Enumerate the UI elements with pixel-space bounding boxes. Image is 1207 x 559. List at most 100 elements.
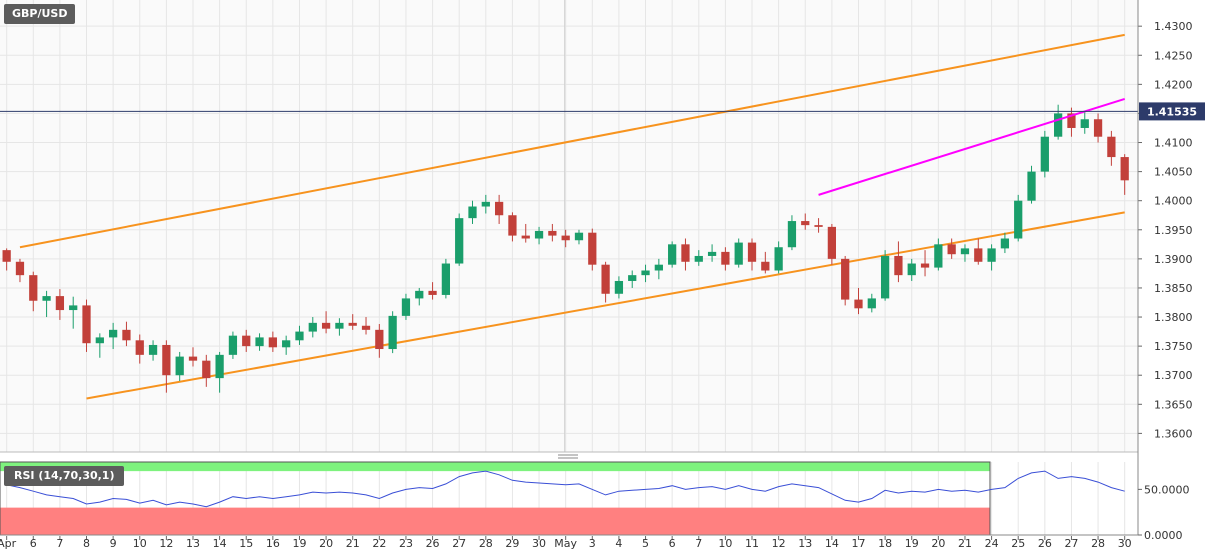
rsi-oversold-zone: [0, 507, 990, 535]
candle-body: [175, 356, 184, 376]
candle-body: [42, 296, 51, 301]
price-pane-background: [0, 0, 1138, 452]
candle-body: [468, 206, 477, 219]
time-tick-label: 7: [695, 537, 702, 550]
candle-body: [481, 201, 490, 207]
time-tick-label: 18: [878, 537, 892, 550]
time-tick-label: 26: [1038, 537, 1052, 550]
candle-body: [1027, 171, 1036, 201]
rsi-pane: 0.0000 50.0000: [0, 461, 1190, 542]
time-tick-label: 21: [958, 537, 972, 550]
price-tick-label: 1.4200: [1154, 78, 1193, 91]
candle-body: [561, 235, 570, 241]
time-tick-label: 7: [56, 537, 63, 550]
candle-body: [2, 250, 11, 262]
candle-body: [867, 298, 876, 309]
price-tick-label: 1.3900: [1154, 253, 1193, 266]
current-price-label: 1.41535: [1147, 105, 1197, 118]
time-tick-label: 23: [399, 537, 413, 550]
price-axis: 1.3600 1.3650 1.3700 1.3750 1.3800 1.3850 1.39…: [1137, 0, 1205, 535]
time-tick-label: 13: [186, 537, 200, 550]
candle-body: [614, 280, 624, 294]
candle-body: [69, 305, 78, 311]
candle-body: [707, 251, 717, 256]
candle-body: [494, 201, 504, 216]
time-tick-label: 12: [772, 537, 786, 550]
candle-body: [801, 221, 810, 226]
candle-body: [880, 255, 890, 299]
rsi-tick-label: 50.0000: [1144, 483, 1190, 496]
time-tick-label: 6: [30, 537, 37, 550]
candle-body: [1080, 119, 1089, 128]
candle-body: [934, 244, 943, 268]
time-tick-label: 11: [745, 537, 759, 550]
time-tick-label: 30: [532, 537, 546, 550]
candle-body: [242, 335, 251, 347]
price-tick-label: 1.3600: [1154, 427, 1193, 440]
time-tick-label: 19: [292, 537, 306, 550]
channel-line-upper: [19, 33, 1125, 249]
candle-body: [441, 263, 451, 295]
time-tick-label: 15: [239, 537, 253, 550]
candle-body: [1000, 238, 1010, 249]
time-tick-label: 30: [1118, 537, 1132, 550]
rsi-overbought-zone: [0, 462, 990, 472]
candle-body: [601, 264, 610, 294]
candle-body: [721, 251, 730, 265]
candle-body: [654, 264, 663, 271]
candle-body: [947, 244, 956, 255]
time-tick-label: 14: [825, 537, 839, 550]
candle-body: [854, 299, 863, 309]
candle-body: [1093, 119, 1103, 137]
candle-body: [787, 221, 797, 248]
candle-body: [428, 290, 437, 295]
candle-body: [588, 232, 597, 265]
candle-body: [920, 263, 930, 268]
candle-body: [907, 263, 916, 276]
time-tick-label: Apr: [0, 537, 17, 550]
price-tick-label: 1.4050: [1154, 166, 1193, 179]
candle-body: [534, 230, 544, 239]
candle-body: [761, 261, 770, 271]
time-tick-label: 4: [615, 537, 622, 550]
candle-body: [827, 226, 836, 259]
candle-body: [109, 329, 118, 338]
price-tick-label: 1.3750: [1154, 340, 1193, 353]
time-axis: Apr 6 7 8 9 10 12 13 14 15 16 19 20 21 22 23 26 27 28 29 30 M…: [0, 534, 1138, 550]
price-tick-label: 1.4000: [1154, 195, 1193, 208]
time-tick-label: 9: [110, 537, 117, 550]
candle-body: [122, 329, 131, 341]
time-tick-label: 16: [266, 537, 280, 550]
time-tick-label: 21: [346, 537, 360, 550]
candle-body: [321, 322, 331, 329]
rsi-line: [6, 470, 1125, 508]
time-tick-label: 19: [905, 537, 919, 550]
ticker-label: GBP/USD: [4, 4, 76, 24]
candle-layer: [2, 104, 1129, 393]
candle-body: [202, 360, 211, 379]
time-tick-label: 20: [319, 537, 333, 550]
candle-body: [295, 331, 304, 341]
overlay-layer: [0, 97, 1138, 196]
candle-body: [774, 247, 783, 271]
candle-body: [455, 218, 464, 264]
current-price-tag: [1139, 102, 1205, 121]
price-tick-label: 1.3800: [1154, 311, 1193, 324]
support-line: [818, 97, 1125, 196]
time-tick-label: May: [554, 537, 577, 550]
time-tick-label: 10: [133, 537, 147, 550]
time-tick-label: 3: [589, 537, 596, 550]
time-tick-label: 5: [642, 537, 649, 550]
candle-body: [29, 275, 38, 301]
candle-body: [255, 337, 264, 347]
candle-body: [55, 296, 65, 311]
rsi-label: RSI (14,70,30,1): [4, 466, 125, 486]
time-tick-label: 26: [426, 537, 440, 550]
time-tick-label: 28: [1091, 537, 1105, 550]
candle-body: [308, 322, 317, 332]
candle-body: [282, 340, 291, 348]
candle-body: [135, 340, 144, 355]
time-tick-label: 10: [718, 537, 732, 550]
time-tick-label: 22: [372, 537, 386, 550]
time-tick-label: 27: [1064, 537, 1078, 550]
